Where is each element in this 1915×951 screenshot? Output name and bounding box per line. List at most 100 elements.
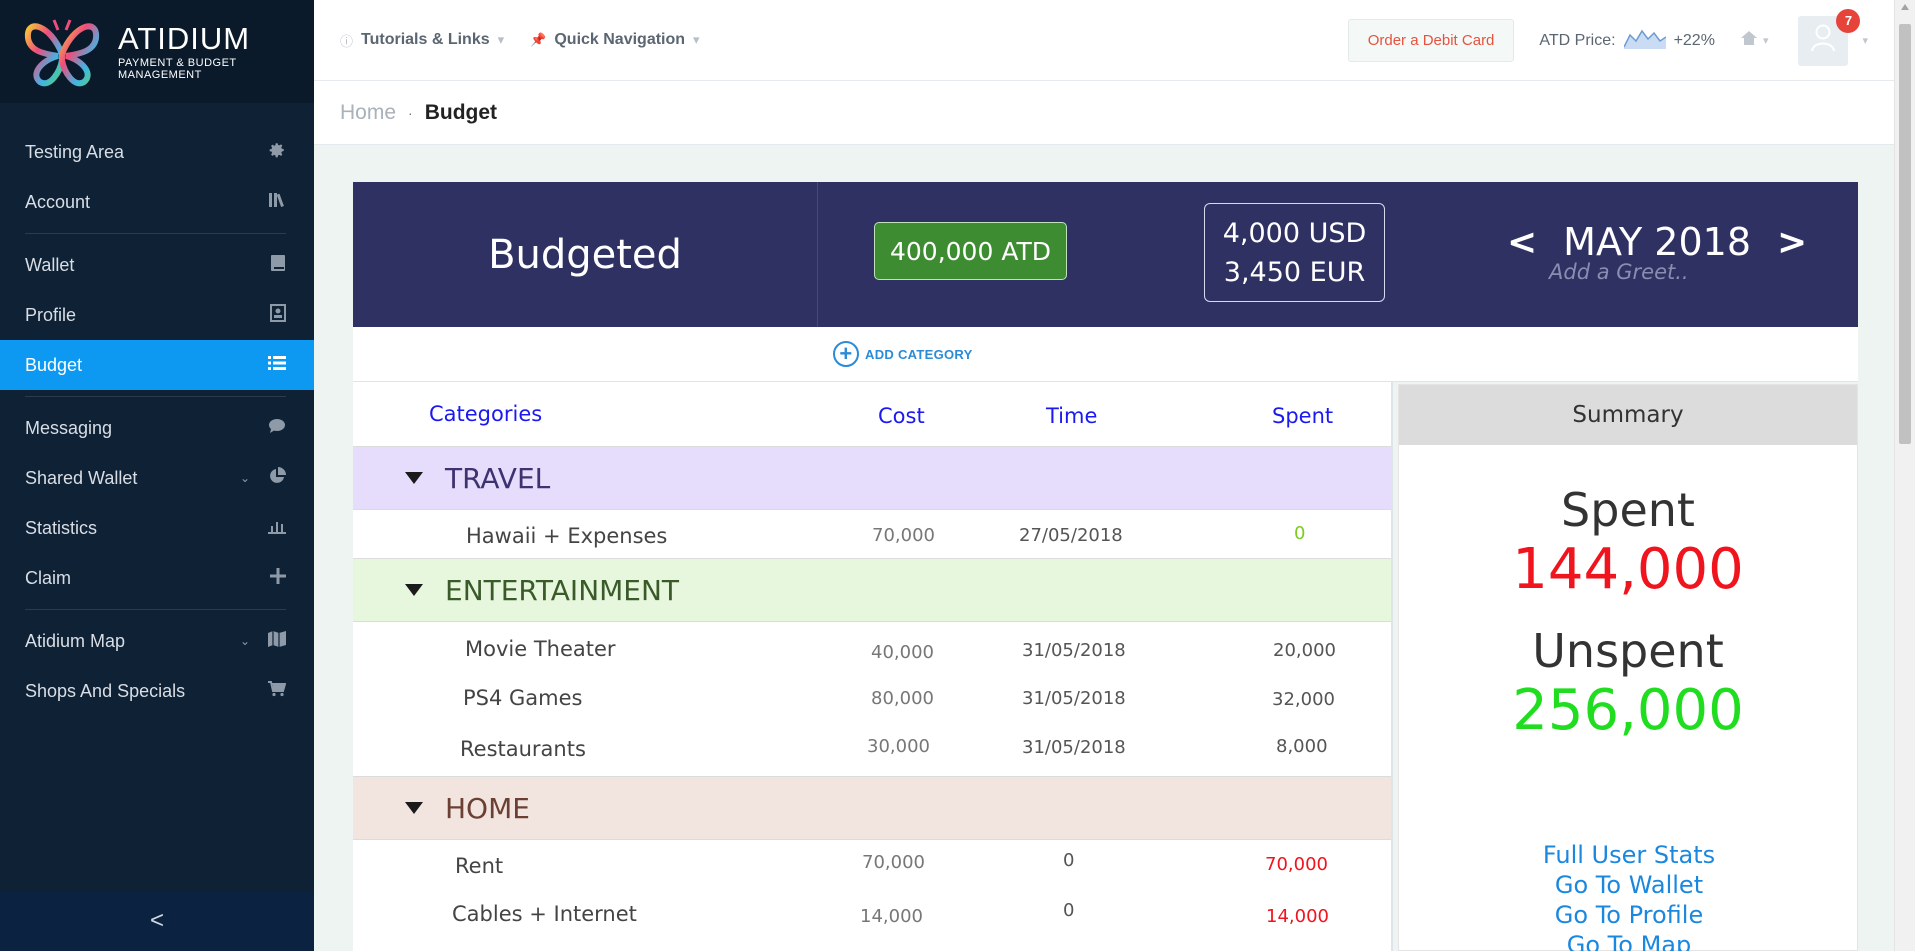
item-name: Rent xyxy=(455,854,504,878)
sidebar-item-shops-and-specials[interactable]: Shops And Specials xyxy=(0,666,314,716)
sidebar-collapse-button[interactable]: < xyxy=(0,891,314,951)
go-to-wallet-link[interactable]: Go To Wallet xyxy=(1554,871,1704,899)
sidebar-item-messaging[interactable]: Messaging xyxy=(0,403,314,453)
collapse-triangle-icon[interactable] xyxy=(405,472,423,484)
sidebar-item-shared-wallet[interactable]: Shared Wallet ⌄ xyxy=(0,453,314,503)
sidebar-item-budget[interactable]: Budget xyxy=(0,340,314,390)
chat-icon xyxy=(268,418,286,439)
category-row-travel[interactable]: TRAVEL xyxy=(353,446,1391,510)
column-header-spent[interactable]: Spent xyxy=(1272,404,1334,428)
table-row[interactable]: PS4 Games 80,000 31/05/2018 32,000 xyxy=(353,670,1391,718)
column-header-cost[interactable]: Cost xyxy=(878,404,925,428)
sidebar-item-label: Account xyxy=(25,191,91,212)
sidebar-nav: Testing Area Account Wallet Profile Bud xyxy=(0,127,314,716)
sidebar-item-label: Profile xyxy=(25,304,77,325)
list-icon xyxy=(268,355,286,376)
cart-icon xyxy=(268,680,287,702)
topbar: ⓘ Tutorials & Links ▾ 📌 Quick Navigation… xyxy=(314,0,1894,81)
brand-logo[interactable]: ATIDIUM PAYMENT & BUDGET MANAGEMENT xyxy=(0,0,314,103)
atd-price: ATD Price: +22% xyxy=(1539,27,1715,54)
caret-down-icon: ▾ xyxy=(497,32,505,47)
quick-navigation-menu[interactable]: 📌 Quick Navigation ▾ xyxy=(530,31,699,49)
sidebar-item-atidium-map[interactable]: Atidium Map ⌄ xyxy=(0,616,314,666)
order-debit-card-button[interactable]: Order a Debit Card xyxy=(1347,19,1515,62)
category-row-home[interactable]: HOME xyxy=(353,776,1391,840)
page-scrollbar[interactable] xyxy=(1894,0,1915,951)
add-category-button[interactable]: + ADD CATEGORY xyxy=(833,341,973,367)
book-icon xyxy=(270,254,286,277)
category-name: TRAVEL xyxy=(445,461,551,495)
item-cost: 30,000 xyxy=(867,736,930,757)
column-header-categories[interactable]: Categories xyxy=(429,402,543,426)
collapse-triangle-icon[interactable] xyxy=(405,584,423,596)
caret-down-icon[interactable]: ▾ xyxy=(1862,35,1868,47)
brand-title: ATIDIUM xyxy=(118,20,251,56)
go-to-profile-link[interactable]: Go To Profile xyxy=(1554,901,1704,929)
tutorials-links-menu[interactable]: ⓘ Tutorials & Links ▾ xyxy=(340,31,504,50)
month-selector: < MAY 2018 > xyxy=(1507,220,1807,264)
greet-input[interactable]: Add a Greet.. xyxy=(1549,260,1689,284)
quick-navigation-label: Quick Navigation xyxy=(554,31,686,48)
scroll-up-arrow-icon[interactable] xyxy=(1901,4,1909,10)
sidebar-item-profile[interactable]: Profile xyxy=(0,290,314,340)
tutorials-links-label: Tutorials & Links xyxy=(361,31,490,48)
next-month-button[interactable]: > xyxy=(1777,221,1808,263)
brand-subtitle: PAYMENT & BUDGET MANAGEMENT xyxy=(118,56,237,81)
sidebar-item-label: Shops And Specials xyxy=(25,680,186,701)
nav-divider xyxy=(25,609,286,610)
books-icon xyxy=(268,192,286,213)
currency-conversion-box: 4,000 USD 3,450 EUR xyxy=(1204,203,1385,302)
month-label: MAY 2018 xyxy=(1563,220,1752,264)
unspent-label: Unspent xyxy=(1532,624,1724,678)
item-cost: 14,000 xyxy=(860,906,923,927)
atd-price-label: ATD Price: xyxy=(1539,31,1616,49)
sidebar-item-testing-area[interactable]: Testing Area xyxy=(0,127,314,177)
sidebar-item-statistics[interactable]: Statistics xyxy=(0,503,314,553)
summary-title: Summary xyxy=(1399,385,1857,445)
table-row[interactable]: Hawaii + Expenses 70,000 27/05/2018 0 xyxy=(353,510,1391,558)
chevron-down-icon: ⌄ xyxy=(239,634,250,648)
table-row[interactable]: Cables + Internet 14,000 0 14,000 xyxy=(353,888,1391,936)
scrollbar-thumb[interactable] xyxy=(1899,24,1911,444)
sidebar-item-label: Budget xyxy=(25,354,83,375)
collapse-triangle-icon[interactable] xyxy=(405,802,423,814)
full-user-stats-link[interactable]: Full User Stats xyxy=(1542,841,1716,869)
id-card-icon xyxy=(270,303,286,327)
item-cost: 70,000 xyxy=(872,525,935,546)
add-category-label: ADD CATEGORY xyxy=(865,346,973,362)
sparkline-icon xyxy=(1622,27,1666,54)
item-time: 27/05/2018 xyxy=(1019,525,1123,546)
table-row[interactable]: Movie Theater 40,000 31/05/2018 20,000 xyxy=(353,622,1391,670)
table-row[interactable]: Rent 70,000 0 70,000 xyxy=(353,840,1391,888)
category-name: ENTERTAINMENT xyxy=(445,573,680,607)
sidebar-item-wallet[interactable]: Wallet xyxy=(0,240,314,290)
go-to-map-link[interactable]: Go To Map xyxy=(1566,931,1692,951)
user-icon xyxy=(1811,24,1836,57)
atd-amount-badge[interactable]: 400,000 ATD xyxy=(874,222,1067,280)
bar-chart-icon xyxy=(268,518,286,539)
item-name: Hawaii + Expenses xyxy=(466,524,668,548)
sidebar-item-label: Statistics xyxy=(25,517,98,538)
caret-down-icon: ▾ xyxy=(693,32,700,47)
item-name: Movie Theater xyxy=(465,637,616,661)
item-time: 0 xyxy=(1063,900,1075,921)
category-name: HOME xyxy=(445,791,530,825)
sidebar-item-label: Shared Wallet xyxy=(25,467,138,488)
item-cost: 80,000 xyxy=(871,688,934,709)
usd-amount: 4,000 USD xyxy=(1222,217,1367,249)
sidebar-item-account[interactable]: Account xyxy=(0,177,314,227)
sidebar-item-claim[interactable]: Claim xyxy=(0,553,314,603)
breadcrumb-home[interactable]: Home xyxy=(340,100,397,124)
pie-chart-icon xyxy=(268,466,286,490)
table-row[interactable]: Restaurants 30,000 31/05/2018 8,000 xyxy=(353,718,1391,766)
column-header-time[interactable]: Time xyxy=(1046,404,1098,428)
previous-month-button[interactable]: < xyxy=(1507,221,1538,263)
category-row-entertainment[interactable]: ENTERTAINMENT xyxy=(353,558,1391,622)
chevron-down-icon: ⌄ xyxy=(239,471,250,485)
item-time: 31/05/2018 xyxy=(1022,640,1126,661)
sidebar: ATIDIUM PAYMENT & BUDGET MANAGEMENT Test… xyxy=(0,0,314,951)
user-avatar-button[interactable]: 7 xyxy=(1798,8,1861,66)
item-name: PS4 Games xyxy=(463,686,583,710)
summary-links: Full User Stats Go To Wallet Go To Profi… xyxy=(1399,840,1859,951)
home-menu[interactable]: ▾ xyxy=(1740,31,1768,50)
